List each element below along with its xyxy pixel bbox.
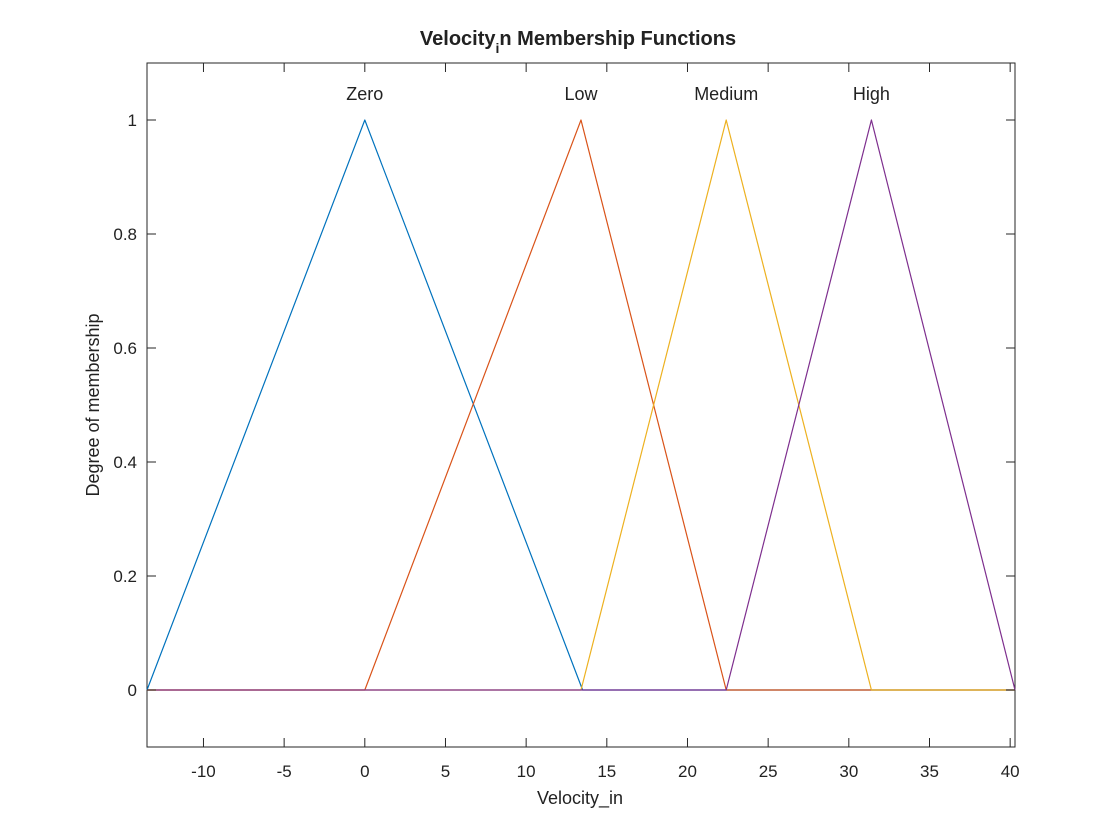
y-tick-label: 0.6 (113, 339, 137, 358)
plot-area (146, 62, 1016, 748)
chart-title-main: Velocity (420, 28, 496, 50)
series-layer (146, 119, 1016, 691)
x-tick-label: 40 (1001, 762, 1020, 781)
mf-label-layer: Zero Low Medium High (346, 84, 890, 104)
x-tick-label: 10 (517, 762, 536, 781)
mf-label-high: High (853, 84, 890, 104)
x-tick-label: 5 (441, 762, 450, 781)
mf-label-low: Low (564, 84, 598, 104)
mf-label-zero: Zero (346, 84, 383, 104)
series-line-high (147, 119, 1016, 691)
y-tick-label: 0.2 (113, 567, 137, 586)
y-tick-label: 0 (128, 681, 137, 700)
x-tick-label: 15 (597, 762, 616, 781)
x-tick-label: 20 (678, 762, 697, 781)
x-tick-label: 35 (920, 762, 939, 781)
chart-title-subscript: i (496, 40, 500, 56)
x-tick-label: -5 (277, 762, 292, 781)
x-tick-label: 0 (360, 762, 369, 781)
mf-label-medium: Medium (694, 84, 758, 104)
x-axis-label: Velocity_in (537, 788, 623, 809)
y-tick-label: 0.4 (113, 453, 137, 472)
x-tick-label: 30 (839, 762, 858, 781)
tick-layer: -10 -5 0 5 10 15 20 25 30 35 40 0 0.2 0.4 0.6 0.8 1 (113, 63, 1020, 781)
chart-title: Velocityin Membership Functions (420, 28, 736, 56)
y-axis-label: Degree of membership (83, 313, 103, 496)
y-tick-label: 1 (128, 111, 137, 130)
chart-title-rest: n Membership Functions (499, 28, 736, 50)
y-tick-label: 0.8 (113, 225, 137, 244)
x-tick-label: 25 (759, 762, 778, 781)
x-tick-label: -10 (191, 762, 216, 781)
